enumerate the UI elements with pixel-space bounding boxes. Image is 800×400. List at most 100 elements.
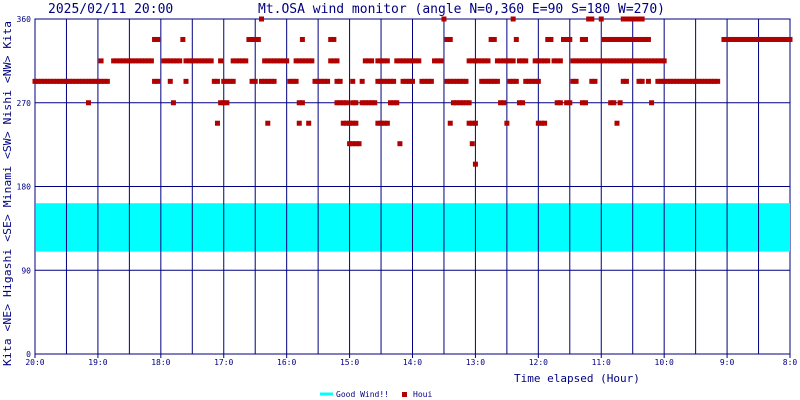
x-tick-label: 17:0: [214, 358, 233, 367]
x-tick-label: 18:0: [151, 358, 170, 367]
houi-point: [296, 100, 302, 106]
houi-point: [45, 78, 51, 84]
houi-point: [265, 58, 271, 64]
houi-point: [183, 78, 189, 84]
houi-point: [542, 58, 548, 64]
houi-point: [334, 100, 340, 106]
houi-point: [67, 78, 73, 84]
houi-point: [419, 78, 425, 84]
houi-point: [667, 78, 673, 84]
houi-point: [438, 58, 444, 64]
houi-point: [611, 36, 617, 42]
houi-point: [623, 16, 629, 22]
y-tick-label: 90: [21, 266, 31, 275]
houi-point: [170, 58, 176, 64]
houi-point: [265, 78, 271, 84]
houi-point: [249, 36, 255, 42]
houi-point: [649, 58, 655, 64]
houi-point: [598, 16, 604, 22]
houi-point: [155, 78, 161, 84]
houi-point: [573, 58, 579, 64]
houi-point: [532, 78, 538, 84]
houi-point: [510, 78, 516, 84]
houi-point: [630, 36, 636, 42]
houi-point: [167, 78, 173, 84]
houi-point: [428, 78, 434, 84]
houi-point: [299, 36, 305, 42]
houi-point: [557, 100, 563, 106]
houi-point: [331, 58, 337, 64]
houi-point: [639, 58, 645, 64]
houi-point: [362, 58, 368, 64]
houi-point: [645, 36, 651, 42]
houi-point: [205, 58, 211, 64]
houi-point: [95, 78, 101, 84]
houi-point: [457, 78, 463, 84]
houi-point: [617, 58, 623, 64]
houi-point: [372, 100, 378, 106]
houi-point: [586, 58, 592, 64]
houi-point: [472, 58, 478, 64]
houi-point: [740, 36, 746, 42]
houi-point: [542, 120, 548, 126]
houi-point: [636, 78, 642, 84]
houi-point: [126, 58, 132, 64]
houi-point: [350, 100, 356, 106]
houi-point: [639, 78, 645, 84]
houi-point: [734, 36, 740, 42]
houi-point: [510, 16, 516, 22]
houi-point: [391, 78, 397, 84]
houi-point: [425, 78, 431, 84]
houi-point: [630, 58, 636, 64]
houi-point: [749, 36, 755, 42]
houi-point: [583, 58, 589, 64]
houi-point: [746, 36, 752, 42]
houi-point: [765, 36, 771, 42]
houi-point: [435, 58, 441, 64]
houi-point: [689, 78, 695, 84]
houi-point: [306, 120, 312, 126]
houi-point: [554, 100, 560, 106]
houi-point: [299, 100, 305, 106]
houi-point: [221, 78, 227, 84]
houi-point: [636, 36, 642, 42]
houi-point: [63, 78, 69, 84]
x-tick-label: 19:0: [88, 358, 107, 367]
houi-point: [614, 58, 620, 64]
y-tick-label: 270: [17, 99, 32, 108]
houi-point: [573, 78, 579, 84]
houi-point: [177, 58, 183, 64]
houi-point: [693, 78, 699, 84]
houi-point: [152, 36, 158, 42]
houi-point: [516, 100, 522, 106]
houi-point: [605, 36, 611, 42]
houi-point: [170, 100, 176, 106]
houi-point: [576, 58, 582, 64]
houi-point: [394, 58, 400, 64]
houi-point: [230, 58, 236, 64]
y-tick-label: 360: [17, 15, 32, 24]
houi-point: [712, 78, 717, 84]
houi-point: [183, 58, 189, 64]
houi-point: [472, 161, 478, 167]
houi-point: [123, 58, 129, 64]
x-tick-label: 10:0: [655, 358, 674, 367]
houi-point: [721, 36, 727, 42]
houi-point: [186, 58, 192, 64]
houi-point: [410, 78, 415, 84]
houi-point: [507, 78, 513, 84]
houi-point: [762, 36, 768, 42]
houi-point: [32, 78, 38, 84]
houi-point: [614, 36, 620, 42]
houi-point: [98, 58, 104, 64]
houi-point: [491, 36, 497, 42]
houi-point: [274, 58, 280, 64]
houi-point: [331, 36, 337, 42]
houi-point: [460, 78, 466, 84]
houi-point: [287, 78, 293, 84]
houi-point: [639, 16, 645, 22]
houi-point: [353, 120, 359, 126]
houi-point: [498, 58, 504, 64]
x-tick-label: 14:0: [403, 358, 422, 367]
houi-point: [702, 78, 708, 84]
